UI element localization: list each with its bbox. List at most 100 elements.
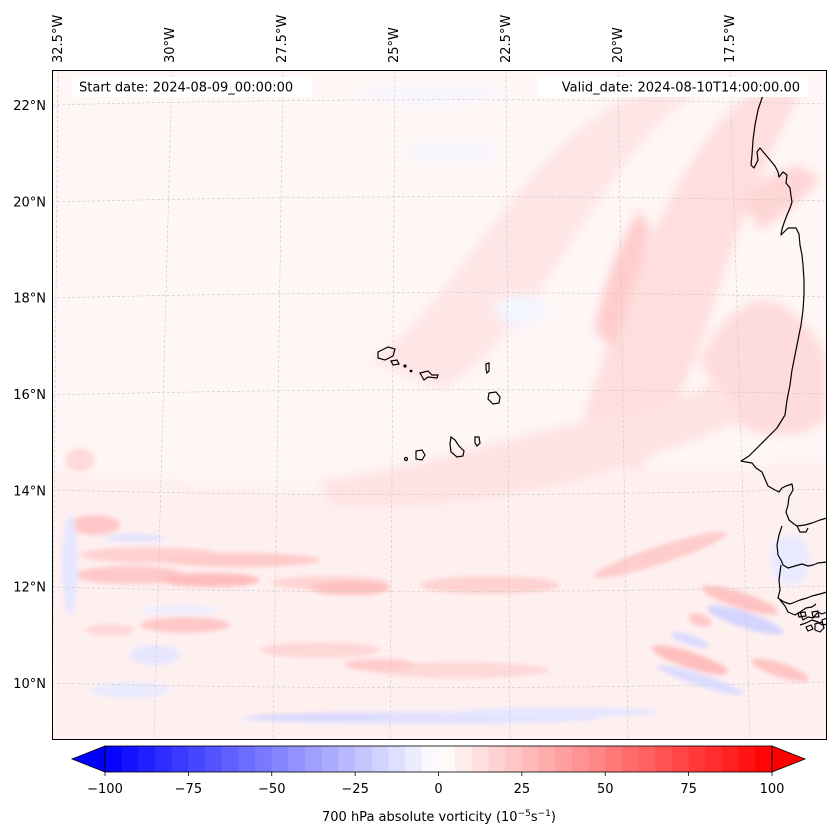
field-streak-positive — [751, 658, 809, 682]
colorbar-segment — [105, 746, 123, 772]
gridline-lon — [153, 70, 173, 740]
colorbar-segment — [238, 746, 256, 772]
island-brava — [403, 456, 409, 462]
field-streak-positive — [70, 515, 120, 535]
island-maio — [474, 436, 481, 447]
colorbar-segment — [755, 746, 773, 772]
field-streak-negative — [250, 714, 390, 720]
longitude-tick-label: 27.5°W — [275, 15, 290, 63]
colorbar-extend-low — [70, 745, 106, 773]
field-streak-negative — [90, 682, 170, 698]
map-frame — [52, 70, 827, 740]
colorbar-segment — [721, 746, 740, 772]
coastline-senegal-gambia — [776, 517, 827, 616]
colorbar-label-sup2: −1 — [538, 809, 551, 819]
colorbar-segments — [105, 746, 773, 772]
field-streak-positive — [688, 613, 712, 627]
field-streak-positive — [345, 659, 415, 671]
bijagos-islands — [797, 610, 827, 633]
colorbar-tick-label: −100 — [87, 782, 123, 797]
valid-date-label: Valid_date: 2024-08-10T14:00:00.00 — [562, 81, 800, 96]
colorbar-segment — [121, 746, 139, 772]
field-streak-positive — [140, 617, 230, 633]
gridline-lat — [52, 196, 827, 203]
island-sao-nicolau — [419, 370, 439, 381]
latitude-tick-label: 14°N — [13, 484, 46, 499]
latitude-tick-label: 18°N — [13, 292, 46, 307]
colorbar-segment — [471, 746, 490, 772]
island-sao-nicolau-islet — [409, 369, 413, 373]
island-sao-vicente — [390, 359, 400, 366]
colorbar-tick-label: −75 — [175, 782, 202, 797]
field-streak-positive — [75, 566, 185, 584]
field-streak-positive — [593, 531, 727, 579]
colorbar-segment — [438, 746, 456, 772]
gridline-lon — [505, 70, 511, 740]
field-region-positive — [570, 90, 800, 470]
field-streak-negative — [460, 707, 660, 717]
colorbar-segment — [338, 746, 356, 772]
colorbar-tick-label: 100 — [760, 782, 785, 797]
colorbar-segment — [505, 746, 523, 772]
colorbar-segment — [288, 746, 306, 772]
gridline-lon — [272, 70, 284, 740]
longitude-tick-label: 20°W — [611, 27, 626, 63]
island-sal — [485, 362, 490, 375]
colorbar-segment — [655, 746, 673, 772]
field-streak-negative — [140, 605, 220, 615]
valid-date-annotation: Valid_date: 2024-08-10T14:00:00.00 — [538, 77, 808, 97]
field-region-negative — [495, 295, 545, 325]
west-streaks — [62, 448, 660, 724]
colorbar-label-sup1: −5 — [518, 809, 531, 819]
island-santiago — [449, 435, 465, 458]
colorbar-segment — [188, 746, 206, 772]
field-streak-positive — [260, 642, 380, 658]
island-fogo — [415, 449, 426, 461]
colorbar-segment — [205, 746, 223, 772]
colorbar-tick-label: 25 — [514, 782, 531, 797]
colorbar-segment — [705, 746, 723, 772]
colorbar-segment — [621, 746, 640, 772]
gridline-lon — [389, 70, 396, 740]
gridline-lat — [52, 389, 827, 396]
colorbar-tick-label: 50 — [597, 782, 614, 797]
gridline-lon — [52, 70, 59, 740]
island-santa-luzia — [403, 364, 407, 368]
cape-verde-islands — [377, 346, 501, 462]
coastline-mauritania — [740, 94, 805, 527]
field-streak-negative — [105, 534, 165, 542]
colorbar-label-mid: s — [531, 810, 538, 825]
colorbar-segment — [271, 746, 289, 772]
vorticity-field — [52, 70, 827, 740]
gridline-lat — [52, 488, 827, 496]
field-streak-positive — [651, 645, 729, 675]
field-streak-positive — [420, 576, 560, 594]
coastline-west-africa — [740, 94, 827, 633]
colorbar-segment — [455, 746, 473, 772]
colorbar: −100 −75 −50 −25 0 25 50 75 100 700 hPa absolute… — [70, 745, 807, 825]
longitude-tick-label: 17.5°W — [723, 15, 738, 63]
colorbar-ticks: −100 −75 −50 −25 0 25 50 75 100 — [87, 772, 784, 797]
colorbar-tick-label: −25 — [341, 782, 368, 797]
field-streak-positive — [310, 581, 390, 595]
latitude-tick-label: 12°N — [13, 581, 46, 596]
start-date-annotation: Start date: 2024-08-09_00:00:00 — [72, 77, 312, 97]
longitude-tick-label: 22.5°W — [499, 15, 514, 63]
colorbar-segment — [171, 746, 189, 772]
field-streak-negative — [670, 632, 710, 648]
colorbar-segment — [305, 746, 323, 772]
colorbar-segment — [605, 746, 623, 772]
colorbar-segment — [388, 746, 406, 772]
colorbar-segment — [521, 746, 540, 772]
gridlines — [52, 70, 827, 740]
field-streak-negative — [657, 664, 743, 696]
gridline-lat — [52, 99, 827, 106]
colorbar-segment — [421, 746, 439, 772]
colorbar-segment — [588, 746, 606, 772]
colorbar-segment — [538, 746, 556, 772]
longitude-tick-label: 25°W — [387, 27, 402, 63]
colorbar-label-end: ) — [551, 810, 556, 825]
latitude-tick-label: 10°N — [13, 677, 46, 692]
map-panel: Start date: 2024-08-09_00:00:00 Valid_da… — [52, 70, 827, 740]
